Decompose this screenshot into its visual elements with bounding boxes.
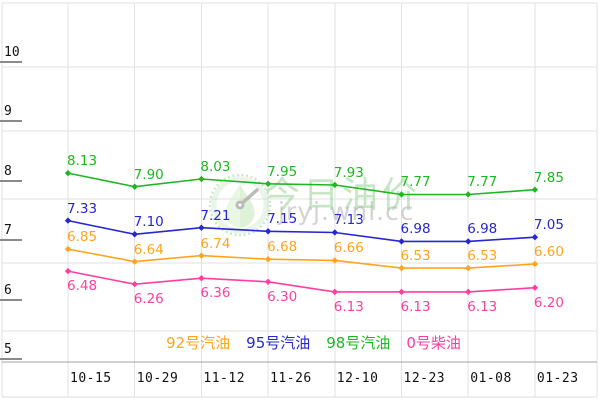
data-point [331,229,338,236]
data-point-label: 6.66 [333,240,364,257]
data-point-label: 7.21 [200,207,231,224]
y-axis-label: 7 [4,223,12,238]
x-axis-label: 10-29 [136,371,179,386]
data-point-label: 7.77 [400,174,431,191]
x-axis-label: 01-08 [470,371,512,386]
data-point [64,267,72,275]
x-axis-label: 10-15 [70,371,112,386]
data-point-label: 6.68 [267,239,298,256]
data-point-label: 8.03 [200,159,231,176]
data-point-label: 6.53 [400,248,431,265]
x-axis-label: 01-23 [536,371,579,386]
data-point [64,169,72,177]
data-point [331,181,338,189]
series-line-0号柴油 [67,270,535,293]
y-axis-label: 6 [4,283,12,298]
data-point [264,278,272,285]
y-axis-label: 8 [4,164,12,179]
data-point [531,186,539,193]
x-axis-label: 11-12 [203,371,246,386]
data-point-label: 6.85 [67,229,98,246]
series-line-98号汽油 [67,172,535,196]
y-axis-tick [0,180,22,182]
y-axis-tick [0,61,22,63]
data-point [131,231,138,238]
data-point-label: 7.33 [67,200,98,217]
data-point-label: 6.36 [200,285,231,302]
legend-item-98号汽油[interactable]: 98号汽油 [326,334,391,352]
data-point [131,183,138,190]
data-point-label: 7.77 [467,174,498,191]
data-point [465,264,472,272]
data-point [264,256,272,263]
data-point [131,280,138,288]
data-point-label: 7.95 [267,163,298,180]
data-point-label: 6.74 [200,235,231,252]
data-point [264,180,272,187]
data-point [398,264,405,272]
data-point [64,217,72,224]
data-point [264,228,272,235]
data-point [398,191,405,198]
x-axis-label: 12-23 [403,371,446,386]
y-axis-label: 10 [4,45,20,60]
data-point [64,245,72,253]
data-point [531,234,539,241]
legend-item-92号汽油[interactable]: 92号汽油 [166,334,231,352]
data-point [198,175,205,183]
data-point-label: 6.26 [133,291,164,308]
data-point-label: 7.10 [133,214,164,231]
series-line-92号汽油 [67,248,535,269]
y-axis-tick [0,299,22,301]
data-point-label: 6.20 [533,294,564,311]
data-point-label: 8.13 [67,153,98,170]
data-point-label: 6.98 [400,221,431,238]
data-point [331,257,338,264]
data-point [131,258,138,265]
data-point [465,288,472,296]
data-point [398,288,405,296]
data-point-label: 6.98 [467,221,498,238]
data-point-label: 7.90 [133,166,164,183]
y-axis-tick [0,120,22,122]
data-point [331,288,338,296]
data-point [198,252,205,259]
data-point-label: 6.48 [67,278,98,295]
data-point [198,275,205,282]
data-point-label: 7.13 [333,212,364,229]
data-point [465,191,472,198]
y-axis-label: 5 [4,342,12,357]
series-line-95号汽油 [67,219,535,243]
x-axis-label: 11-26 [270,371,312,386]
y-axis-tick [0,358,22,360]
data-point-label: 7.05 [533,217,564,234]
data-point [198,224,205,231]
data-point-label: 6.60 [533,243,564,260]
data-point-label: 6.13 [333,298,364,315]
chart-legend: 92号汽油 95号汽油 98号汽油 0号柴油 [30,335,597,352]
legend-item-0号柴油[interactable]: 0号柴油 [406,334,461,352]
x-axis-label: 12-10 [336,371,379,386]
data-point [531,284,539,291]
y-axis-label: 9 [4,104,12,119]
data-point-label: 6.13 [467,298,498,315]
data-point [398,238,405,245]
data-point [465,238,472,245]
legend-item-95号汽油[interactable]: 95号汽油 [246,334,311,352]
data-point-label: 6.64 [133,241,164,258]
data-point [531,260,539,268]
data-point-label: 7.85 [533,169,564,186]
data-point-label: 6.53 [467,248,498,265]
data-point-label: 7.15 [267,211,298,228]
data-point-label: 7.93 [333,164,364,181]
data-point-label: 6.30 [267,288,298,305]
data-point-label: 6.13 [400,298,431,315]
y-axis-tick [0,239,22,241]
